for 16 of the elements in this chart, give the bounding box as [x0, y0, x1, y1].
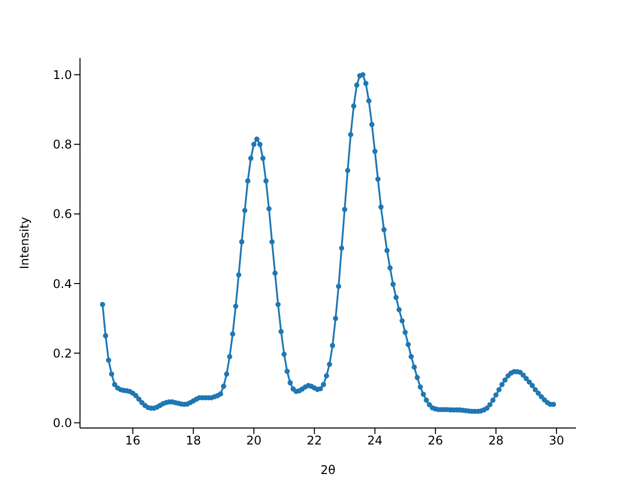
y-tick-label: 0.6: [52, 207, 72, 222]
x-tick-label: 20: [246, 434, 262, 448]
x-tick-label: 22: [306, 434, 322, 448]
y-tick-label: 0.8: [52, 138, 72, 152]
x-tick-label: 26: [428, 434, 444, 448]
x-tick-label: 16: [125, 434, 140, 448]
x-tick-label: 18: [186, 434, 201, 448]
x-tick-label: 24: [367, 434, 383, 448]
x-tick-label: 28: [488, 434, 504, 448]
y-tick-label: 0.4: [52, 276, 72, 291]
y-axis-title: Intensity: [17, 216, 32, 270]
y-tick-label: 1.0: [52, 68, 72, 82]
y-tick-label: 0.2: [52, 346, 72, 360]
x-axis-title: 2θ: [320, 463, 336, 477]
y-tick-label: 0.0: [52, 416, 72, 430]
x-tick-label: 30: [548, 434, 564, 448]
